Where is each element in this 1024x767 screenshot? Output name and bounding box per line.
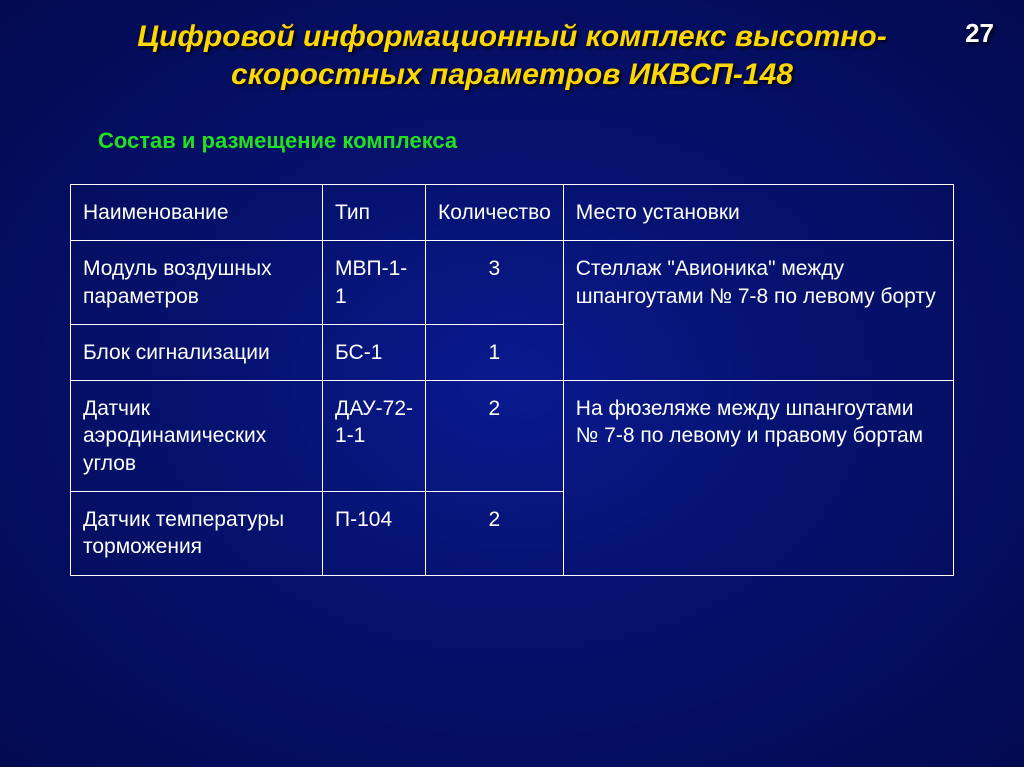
title-line-2: скоростных параметров ИКВСП-148 xyxy=(231,58,793,91)
cell-name: Блок сигнализации xyxy=(71,324,323,380)
cell-type: БС-1 xyxy=(323,324,426,380)
cell-qty: 3 xyxy=(426,241,564,325)
cell-name: Датчик аэродинамических углов xyxy=(71,381,323,492)
cell-type: П-104 xyxy=(323,492,426,576)
header-name: Наименование xyxy=(71,185,323,241)
cell-qty: 2 xyxy=(426,492,564,576)
cell-type: ДАУ-72-1-1 xyxy=(323,381,426,492)
cell-type: МВП-1-1 xyxy=(323,241,426,325)
slide-title: Цифровой информационный комплекс высотно… xyxy=(0,0,1024,93)
components-table: Наименование Тип Количество Место устано… xyxy=(70,184,954,576)
header-qty: Количество xyxy=(426,185,564,241)
cell-qty: 2 xyxy=(426,381,564,492)
table-row: Датчик аэродинамических углов ДАУ-72-1-1… xyxy=(71,381,954,492)
header-location: Место установки xyxy=(563,185,953,241)
cell-location-merged: На фюзеляже между шпангоутами № 7-8 по л… xyxy=(563,381,953,575)
table-header-row: Наименование Тип Количество Место устано… xyxy=(71,185,954,241)
cell-name: Датчик температуры торможения xyxy=(71,492,323,576)
components-table-container: Наименование Тип Количество Место устано… xyxy=(70,184,954,576)
page-number: 27 xyxy=(965,18,994,49)
subtitle: Состав и размещение комплекса xyxy=(98,128,1024,154)
cell-qty: 1 xyxy=(426,324,564,380)
cell-name: Модуль воздушных параметров xyxy=(71,241,323,325)
header-type: Тип xyxy=(323,185,426,241)
cell-location-merged: Стеллаж "Авионика" между шпангоутами № 7… xyxy=(563,241,953,381)
title-line-1: Цифровой информационный комплекс высотно… xyxy=(137,20,887,53)
table-row: Модуль воздушных параметров МВП-1-1 3 Ст… xyxy=(71,241,954,325)
